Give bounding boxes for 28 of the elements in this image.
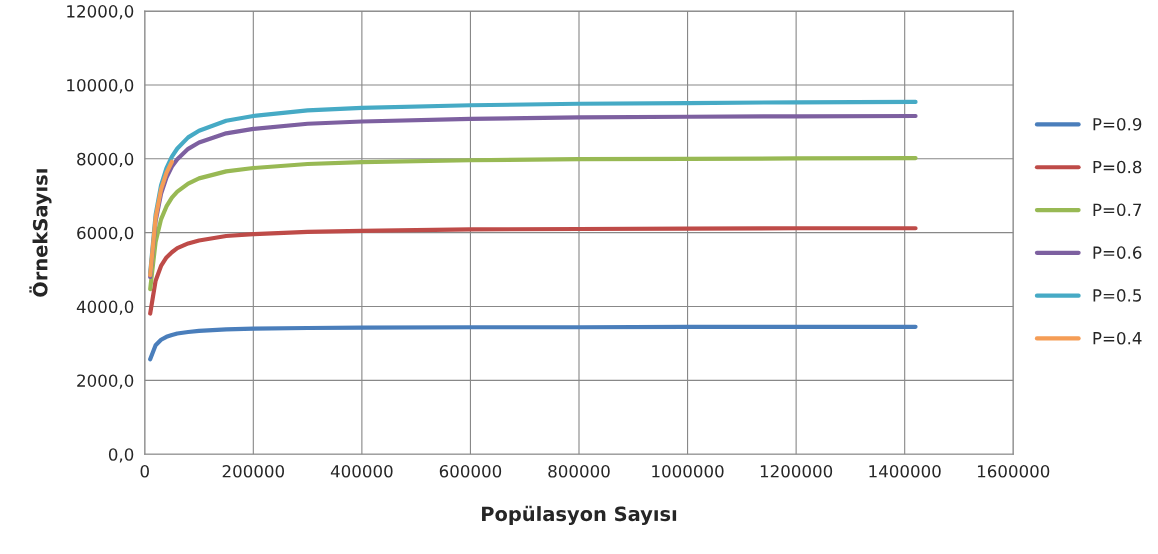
x-tick-label: 400000 xyxy=(330,464,393,478)
x-tick-label: 1000000 xyxy=(652,464,724,478)
y-tick-label: 8000,0 xyxy=(77,152,134,168)
y-tick-label: 4000,0 xyxy=(76,300,134,315)
legend-label: P=0.7 xyxy=(1093,203,1142,217)
line-series xyxy=(148,324,918,362)
legend-label: P=0.5 xyxy=(1093,289,1141,302)
y-tick-label: 0,0 xyxy=(108,448,134,463)
line-series xyxy=(148,159,174,278)
legend-label: P=0.6 xyxy=(1093,246,1142,259)
y-axis-title: ÖrnekSayısı xyxy=(29,169,52,297)
y-tick-label: 12000,0 xyxy=(67,5,134,20)
legend-label: P=0.9 xyxy=(1093,117,1142,131)
y-tick-label: 10000,0 xyxy=(67,78,134,94)
x-tick-label: 200000 xyxy=(222,464,285,478)
x-tick-label: 1600000 xyxy=(977,464,1050,478)
line-series xyxy=(148,155,918,292)
y-tick-label: 6000,0 xyxy=(77,226,134,241)
x-axis-title: Popülasyon Sayısı xyxy=(482,505,677,526)
x-tick-label: 1400000 xyxy=(869,464,941,478)
legend-label: P=0.4 xyxy=(1093,331,1142,345)
x-tick-label: 800000 xyxy=(548,464,610,478)
y-tick-label: 2000,0 xyxy=(77,374,134,389)
legend-label: P=0.8 xyxy=(1093,160,1142,174)
line-series xyxy=(148,226,918,316)
x-tick-label: 1200000 xyxy=(760,464,833,478)
x-tick-label: 0 xyxy=(140,464,149,478)
x-tick-label: 600000 xyxy=(439,464,502,478)
